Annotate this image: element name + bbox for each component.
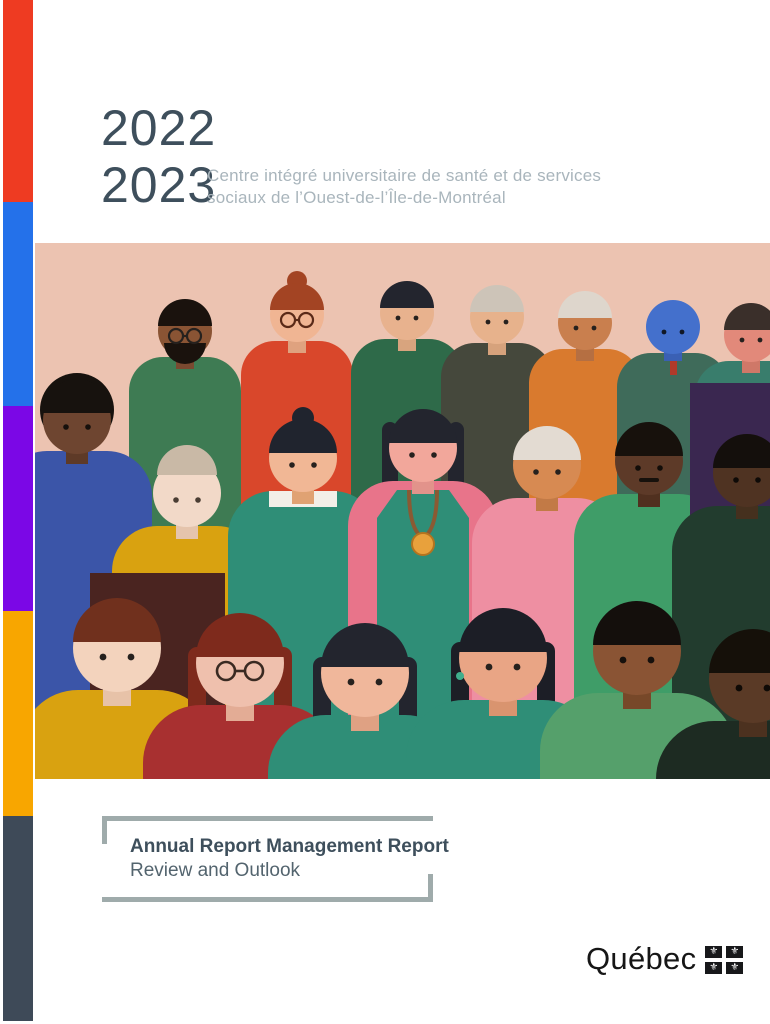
title-box: Annual Report Management Report Review a…	[130, 835, 449, 883]
title-box-border-right	[428, 874, 433, 902]
organization-line2: sociaux de l’Ouest-de-l’Île-de-Montréal	[207, 188, 506, 207]
stripe-segment-slate	[3, 816, 33, 1021]
person-figure	[656, 629, 770, 779]
organization-line1: Centre intégré universitaire de santé et…	[207, 166, 602, 185]
fleur-de-lis-icon: ⚜	[705, 962, 723, 974]
quebec-logo: Québec ⚜ ⚜ ⚜ ⚜	[586, 941, 744, 977]
title-box-border-bottom	[102, 897, 433, 902]
fleur-de-lis-icon: ⚜	[726, 946, 744, 958]
cover-years: 2022 2023	[101, 100, 216, 214]
stripe-segment-blue	[3, 202, 33, 406]
stripe-segment-amber	[3, 611, 33, 816]
cover-illustration	[35, 243, 770, 779]
year-bottom: 2023	[101, 157, 217, 213]
year-top: 2022	[101, 100, 217, 156]
report-title: Annual Report Management Report	[130, 836, 449, 857]
fleur-de-lis-icon: ⚜	[726, 962, 744, 974]
report-subtitle: Review and Outlook	[130, 860, 301, 881]
organization-name: Centre intégré universitaire de santé et…	[207, 165, 601, 209]
title-box-border-top	[102, 816, 433, 821]
stripe-segment-purple	[3, 406, 33, 611]
stripe-segment-red	[3, 0, 33, 202]
quebec-wordmark: Québec	[586, 941, 697, 976]
quebec-flag-icon: ⚜ ⚜ ⚜ ⚜	[705, 946, 744, 974]
title-box-border-left	[102, 816, 107, 844]
fleur-de-lis-icon: ⚜	[705, 946, 723, 958]
